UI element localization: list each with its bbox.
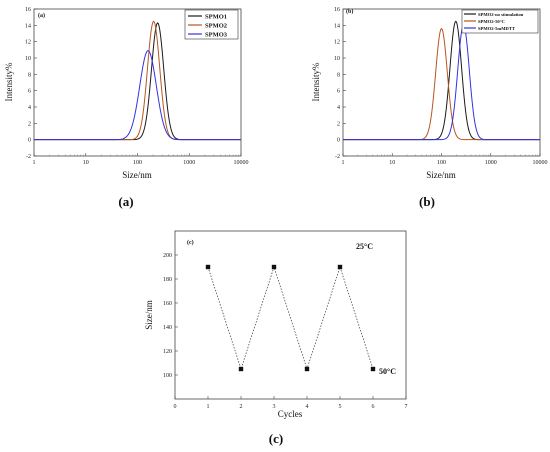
c-xtick-label: 4 (306, 404, 309, 410)
panel-a-ylabel: Intensity% (4, 62, 14, 101)
b-series-1-line (343, 20, 540, 141)
panel-b: 1 10 100 1000 10000 -2 0 2 4 6 8 10 12 14 16 (b) Size/… (311, 7, 548, 209)
panel-a-legend: SPMO1 SPMO2 SPMO3 (184, 9, 239, 40)
b-xtick-label: 10 (389, 160, 395, 166)
b-ytick-label: 0 (337, 138, 340, 144)
caption-b: (b) (419, 194, 435, 209)
panel-c-xlabel: Cycles (278, 409, 303, 419)
b-ytick-label: 12 (334, 40, 340, 46)
a-xtick-label: 100 (133, 160, 142, 166)
panel-c-label: (c) (187, 239, 194, 246)
annotation-50c: 50°C (379, 367, 396, 376)
legend-label-no-stim: SPMO2-no stimulation (478, 12, 524, 17)
panel-b-xlabel: Size/nm (426, 170, 456, 180)
c-xtick-label: 7 (405, 404, 408, 410)
b-xtick-label: 10000 (533, 160, 548, 166)
c-data-point (271, 264, 277, 270)
a-ytick-label: 4 (28, 105, 31, 111)
c-xtick-label: 0 (174, 404, 177, 410)
panel-b-legend-box (461, 9, 539, 34)
c-ytick-label: 120 (163, 349, 172, 355)
caption-c: (c) (269, 431, 283, 446)
a-ytick-label: 14 (25, 23, 31, 29)
a-xtick-label: 10000 (234, 160, 249, 166)
a-xtick-label: 1000 (183, 160, 195, 166)
legend-label-50c: SPMO2-50°C (478, 19, 505, 24)
a-series-1-line (34, 22, 241, 141)
b-ytick-label: 6 (337, 89, 340, 95)
a-ytick-label: 12 (25, 40, 31, 46)
a-ytick-label: -2 (26, 154, 31, 160)
panel-c-frame (174, 230, 407, 400)
a-series-3-line (34, 50, 241, 141)
legend-label-spmo3: SPMO3 (205, 32, 228, 39)
b-ytick-label: 14 (334, 23, 340, 29)
panel-b-ylabel: Intensity% (311, 62, 321, 101)
c-xtick-label: 5 (339, 404, 342, 410)
c-ytick-label: 160 (163, 301, 172, 307)
panel-b-label: (b) (346, 8, 353, 15)
c-ytick-label: 180 (163, 277, 172, 283)
a-ytick-label: 0 (28, 138, 31, 144)
c-xtick-label: 2 (240, 404, 243, 410)
b-series-2-line (343, 27, 540, 141)
c-data-point (337, 264, 343, 270)
a-ytick-label: 16 (25, 7, 31, 13)
b-ytick-label: 2 (337, 121, 340, 127)
panel-a-label: (a) (38, 12, 45, 19)
panel-c-ylabel: Size/nm (144, 300, 154, 330)
b-ytick-label: 16 (334, 7, 340, 13)
panel-b-legend: SPMO2-no stimulation SPMO2-50°C SPMO2-5m… (461, 9, 539, 34)
c-xtick-label: 3 (273, 404, 276, 410)
a-ytick-label: 6 (28, 89, 31, 95)
panel-a-xlabel: Size/nm (122, 170, 152, 180)
panel-c: 0 1 2 3 4 5 6 7 100 120 140 160 180 200 (c) Cycles Si… (144, 230, 408, 446)
b-ytick-label: 10 (334, 56, 340, 62)
a-ytick-label: 8 (28, 72, 31, 78)
legend-label-dtt: SPMO2-5mMDTT (478, 26, 515, 31)
c-series-line (207, 265, 374, 371)
caption-a: (a) (118, 194, 133, 209)
panel-a: 1 10 100 1000 10000 -2 0 2 4 6 8 10 12 14 16 (a) Size/… (4, 7, 249, 209)
c-ytick-label: 100 (163, 373, 172, 379)
c-ytick-label: 140 (163, 325, 172, 331)
legend-label-spmo2: SPMO2 (205, 23, 227, 30)
c-data-point (205, 264, 211, 270)
b-xtick-label: 1 (342, 160, 345, 166)
annotation-25c: 25°C (356, 242, 373, 251)
a-xtick-label: 1 (33, 160, 36, 166)
c-ytick-label: 200 (163, 253, 172, 259)
b-ytick-label: 8 (337, 72, 340, 78)
c-data-point (304, 366, 310, 372)
b-xtick-label: 1000 (485, 160, 497, 166)
legend-label-spmo1: SPMO1 (205, 14, 227, 21)
c-xtick-label: 1 (207, 404, 210, 410)
a-xtick-label: 10 (83, 160, 89, 166)
c-data-point (238, 366, 244, 372)
b-ytick-label: -2 (335, 154, 340, 160)
b-ytick-label: 4 (337, 105, 340, 111)
b-xtick-label: 100 (437, 160, 446, 166)
c-data-point (370, 366, 376, 372)
a-ytick-label: 10 (25, 56, 31, 62)
b-series-3-line (343, 24, 540, 141)
a-ytick-label: 2 (28, 121, 31, 127)
c-xtick-label: 6 (372, 404, 375, 410)
